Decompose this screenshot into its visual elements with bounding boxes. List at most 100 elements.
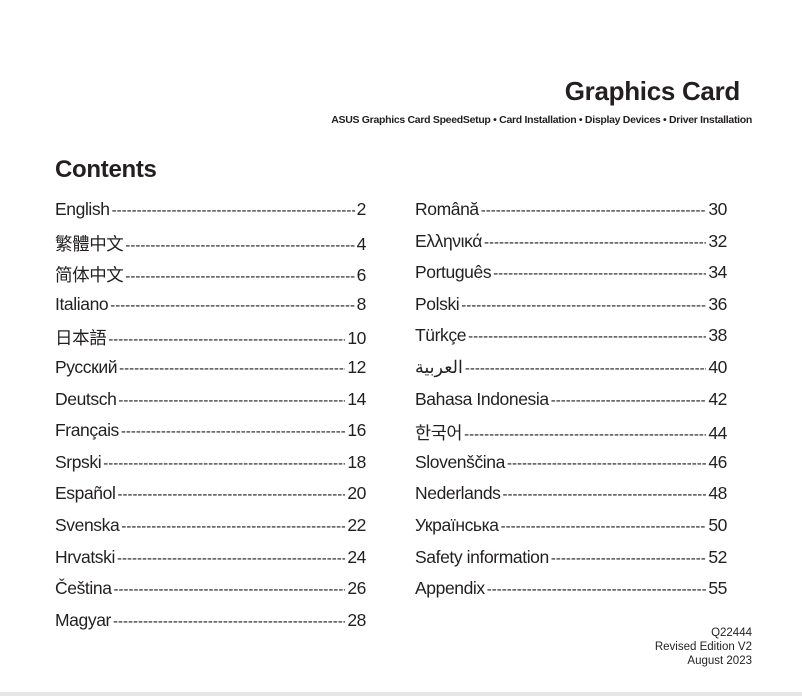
- toc-entry-label: 日本語: [55, 328, 107, 349]
- toc-entry-label: Bahasa Indonesia: [415, 388, 549, 409]
- toc-entry-label: Română: [415, 199, 479, 219]
- toc-entry-page: 30: [708, 199, 727, 219]
- toc-entry-label: Hrvatski: [55, 546, 115, 567]
- toc-entry-page: 10: [347, 328, 366, 349]
- toc-entry-page: 12: [347, 356, 366, 377]
- bottom-strip: [0, 692, 802, 696]
- toc-leader: [118, 392, 345, 409]
- toc-leader: [481, 202, 707, 219]
- toc-entry-page: 32: [708, 230, 727, 251]
- toc-leader: [551, 550, 706, 567]
- toc-entry-label: Ελληνικά: [415, 230, 482, 251]
- footer: Q22444 Revised Edition V2 August 2023: [655, 626, 752, 668]
- toc-leader: [507, 455, 706, 472]
- toc-entry[interactable]: Slovenščina 46: [415, 452, 727, 484]
- edition: Revised Edition V2: [654, 641, 752, 653]
- toc-entry-label: English: [55, 199, 110, 219]
- toc-entry-label: Polski: [415, 293, 460, 314]
- toc-entry-label: Türkçe: [415, 325, 467, 346]
- toc-entry-label: Appendix: [415, 578, 485, 599]
- toc-entry-label: Čeština: [55, 578, 112, 599]
- toc-entry-page: 36: [708, 293, 727, 314]
- toc-entry-label: Português: [415, 262, 492, 283]
- toc-entry[interactable]: Português 34: [415, 262, 727, 294]
- toc-leader: [125, 237, 354, 254]
- toc-entry-page: 55: [708, 578, 727, 599]
- toc-entry-page: 4: [356, 233, 367, 254]
- toc-entry-page: 24: [347, 546, 366, 567]
- toc-entry-page: 28: [347, 609, 366, 630]
- toc-entry-page: 48: [708, 483, 727, 504]
- toc-leader: [110, 297, 354, 314]
- toc-entry[interactable]: Čeština 26: [55, 578, 366, 610]
- toc-entry-label: Svenska: [55, 514, 120, 535]
- toc-entry[interactable]: Hrvatski 24: [55, 547, 366, 579]
- toc-entry-label: Français: [55, 420, 119, 441]
- toc-leader: [503, 486, 707, 503]
- toc-entry[interactable]: Magyar 28: [55, 610, 366, 642]
- toc-leader: [121, 423, 345, 440]
- toc-entry[interactable]: Nederlands 48: [415, 483, 727, 515]
- toc-entry-page: 44: [708, 423, 727, 444]
- toc-entry-page: 40: [708, 356, 727, 377]
- toc-leader: [117, 550, 345, 567]
- toc-entry-page: 20: [347, 483, 366, 504]
- toc-leader: [487, 581, 707, 598]
- toc-left-column: English 2 繁體中文 4 简体中文 6 Italiano 8 日本語 10 Русский 1…: [55, 199, 366, 641]
- toc-entry[interactable]: 日本語 10: [55, 325, 366, 357]
- contents-heading: Contents: [55, 156, 157, 183]
- toc-entry[interactable]: Français 16: [55, 420, 366, 452]
- toc-entry-label: العربية: [415, 356, 463, 377]
- toc-entry[interactable]: Bahasa Indonesia 42: [415, 389, 727, 421]
- toc-entry[interactable]: Srpski 18: [55, 452, 366, 484]
- toc-leader: [484, 234, 706, 251]
- toc-entry[interactable]: 简体中文 6: [55, 262, 366, 294]
- toc-entry[interactable]: Türkçe 38: [415, 325, 727, 357]
- toc-leader: [461, 297, 706, 314]
- toc-entry[interactable]: Polski 36: [415, 294, 727, 326]
- toc-entry-page: 2: [356, 199, 367, 219]
- toc-entry-page: 50: [708, 514, 727, 535]
- toc-entry[interactable]: Italiano 8: [55, 294, 366, 326]
- toc-entry-label: Nederlands: [415, 483, 501, 504]
- toc-leader: [468, 328, 706, 345]
- toc-entry[interactable]: Appendix 55: [415, 578, 727, 610]
- toc-entry[interactable]: 한국어 44: [415, 420, 727, 452]
- toc-entry-label: Українська: [415, 514, 499, 535]
- toc-entry-label: Русский: [55, 356, 118, 377]
- document-code: Q22444: [711, 627, 752, 639]
- document-title: Graphics Card: [564, 76, 741, 106]
- toc-entry-page: 34: [708, 262, 727, 283]
- toc-entry-page: 6: [356, 265, 367, 286]
- toc-leader: [465, 360, 707, 377]
- toc-entry-page: 38: [708, 325, 727, 346]
- toc-entry[interactable]: Українська 50: [415, 515, 727, 547]
- toc-entry-page: 8: [356, 293, 367, 314]
- toc-entry[interactable]: 繁體中文 4: [55, 231, 366, 263]
- toc-entry[interactable]: Safety information 52: [415, 547, 727, 579]
- toc-entry-page: 16: [347, 420, 366, 441]
- toc-entry-label: 繁體中文: [55, 233, 124, 254]
- toc-entry[interactable]: Română 30: [415, 199, 727, 231]
- toc-leader: [551, 392, 707, 409]
- toc-entry[interactable]: Svenska 22: [55, 515, 366, 547]
- toc-right-column: Română 30 Ελληνικά 32 Português 34 Polski 36 Tür…: [415, 199, 727, 610]
- toc-leader: [125, 268, 354, 285]
- toc-leader: [117, 486, 345, 503]
- toc-entry-page: 26: [347, 578, 366, 599]
- toc-entry-label: 简体中文: [55, 265, 124, 286]
- toc-entry[interactable]: English 2: [55, 199, 366, 231]
- toc-entry-label: Safety information: [415, 546, 549, 567]
- toc-entry[interactable]: Deutsch 14: [55, 389, 366, 421]
- toc-leader: [121, 518, 345, 535]
- toc-leader: [112, 202, 355, 219]
- toc-entry[interactable]: Español 20: [55, 483, 366, 515]
- toc-entry[interactable]: Русский 12: [55, 357, 366, 389]
- toc-leader: [108, 331, 345, 348]
- toc-entry-page: 42: [708, 388, 727, 409]
- toc-entry[interactable]: العربية 40: [415, 357, 727, 389]
- toc-leader: [493, 265, 706, 282]
- toc-entry[interactable]: Ελληνικά 32: [415, 231, 727, 263]
- toc-leader: [114, 581, 346, 598]
- toc-leader: [501, 518, 707, 535]
